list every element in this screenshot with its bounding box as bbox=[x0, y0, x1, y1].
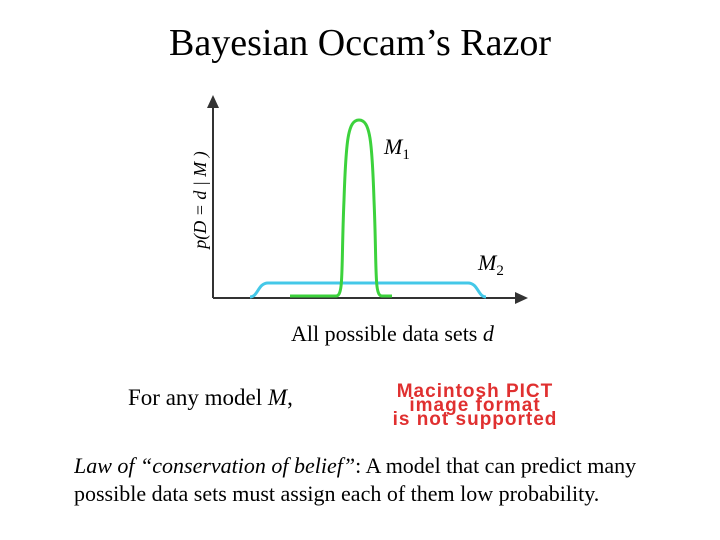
statement-text: For any model bbox=[128, 385, 262, 410]
statement-punct: , bbox=[287, 385, 293, 410]
x-label-text: All possible data sets bbox=[291, 321, 477, 346]
law-text: : A model that can predict many possible… bbox=[74, 453, 637, 506]
curve-name: M bbox=[383, 134, 404, 159]
curve-label: M1 bbox=[383, 134, 410, 163]
curve-name: M bbox=[477, 250, 498, 275]
law-box: Law of “conservation of belief”: A model… bbox=[74, 452, 704, 508]
curve-m2 bbox=[249, 281, 487, 299]
curve-subscript: 2 bbox=[496, 263, 504, 279]
x-axis-label: All possible data sets d bbox=[291, 321, 495, 346]
placeholder-line: image format bbox=[409, 395, 540, 416]
x-label-var: d bbox=[483, 321, 495, 346]
curve-m1 bbox=[290, 118, 392, 298]
curve-subscript: 1 bbox=[402, 147, 410, 163]
slide-title: Bayesian Occam’s Razor bbox=[169, 22, 551, 64]
placeholder-line: Macintosh PICT bbox=[397, 381, 554, 402]
y-axis-label: p(D = d | M ) bbox=[190, 151, 211, 251]
y-arrow bbox=[207, 95, 219, 108]
statement-var: M bbox=[267, 385, 289, 410]
placeholder-line: is not supported bbox=[393, 409, 558, 430]
curve-label: M2 bbox=[477, 250, 504, 279]
statement: For any model M, bbox=[128, 385, 293, 410]
law: Law of “conservation of belief”: A model… bbox=[74, 452, 704, 508]
law-italic: Law of “conservation of belief” bbox=[74, 453, 356, 478]
x-arrow bbox=[515, 292, 528, 304]
